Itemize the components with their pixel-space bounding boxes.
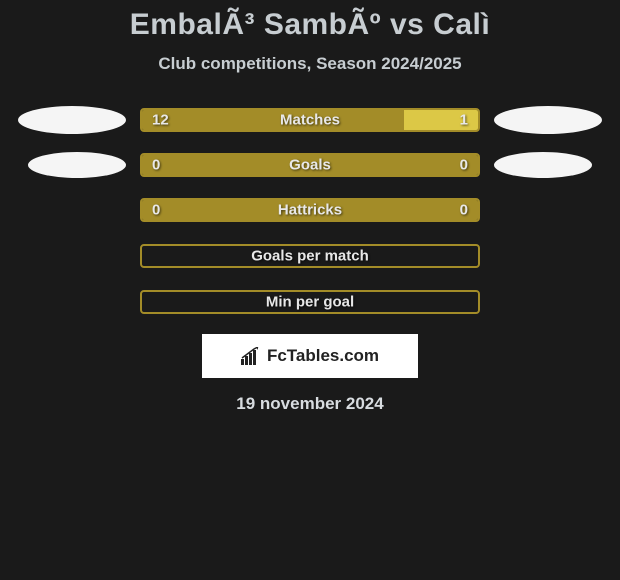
player-badge-left [28, 152, 126, 178]
stat-value-left: 0 [152, 202, 160, 219]
stat-label: Goals per match [251, 248, 369, 265]
stat-value-left: 0 [152, 157, 160, 174]
spacer [18, 288, 126, 316]
stats-container: EmbalÃ³ SambÃº vs Calì Club competitions… [0, 0, 620, 414]
stat-bar: 0 0 Goals [140, 153, 480, 177]
bar-segment-left [142, 110, 404, 130]
spacer [18, 242, 126, 270]
logo-label: FcTables.com [267, 346, 379, 366]
stat-label: Hattricks [278, 202, 342, 219]
player-badge-right [494, 106, 602, 134]
stat-label: Goals [289, 157, 331, 174]
spacer [494, 196, 602, 224]
stats-area: 12 1 Matches 0 0 Goals 0 0 Hattricks Goals per ma… [0, 106, 620, 316]
subtitle: Club competitions, Season 2024/2025 [0, 54, 620, 74]
stat-value-right: 0 [460, 157, 468, 174]
stat-bar: 12 1 Matches [140, 108, 480, 132]
spacer [18, 196, 126, 224]
logo-text: FcTables.com [241, 346, 379, 366]
chart-icon [241, 347, 263, 365]
stat-row: Min per goal [0, 288, 620, 316]
player-badge-left [18, 106, 126, 134]
spacer [494, 242, 602, 270]
stat-value-left: 12 [152, 112, 169, 129]
stat-label: Matches [280, 112, 340, 129]
stat-bar: Goals per match [140, 244, 480, 268]
stat-row: 0 0 Hattricks [0, 196, 620, 224]
stat-label: Min per goal [266, 294, 354, 311]
stat-value-right: 0 [460, 202, 468, 219]
page-title: EmbalÃ³ SambÃº vs Calì [0, 8, 620, 42]
stat-row: 12 1 Matches [0, 106, 620, 134]
stat-bar: Min per goal [140, 290, 480, 314]
stat-row: 0 0 Goals [0, 152, 620, 178]
stat-value-right: 1 [460, 112, 468, 129]
date-text: 19 november 2024 [0, 394, 620, 414]
spacer [494, 288, 602, 316]
stat-row: Goals per match [0, 242, 620, 270]
logo-box: FcTables.com [202, 334, 418, 378]
stat-bar: 0 0 Hattricks [140, 198, 480, 222]
player-badge-right [494, 152, 592, 178]
